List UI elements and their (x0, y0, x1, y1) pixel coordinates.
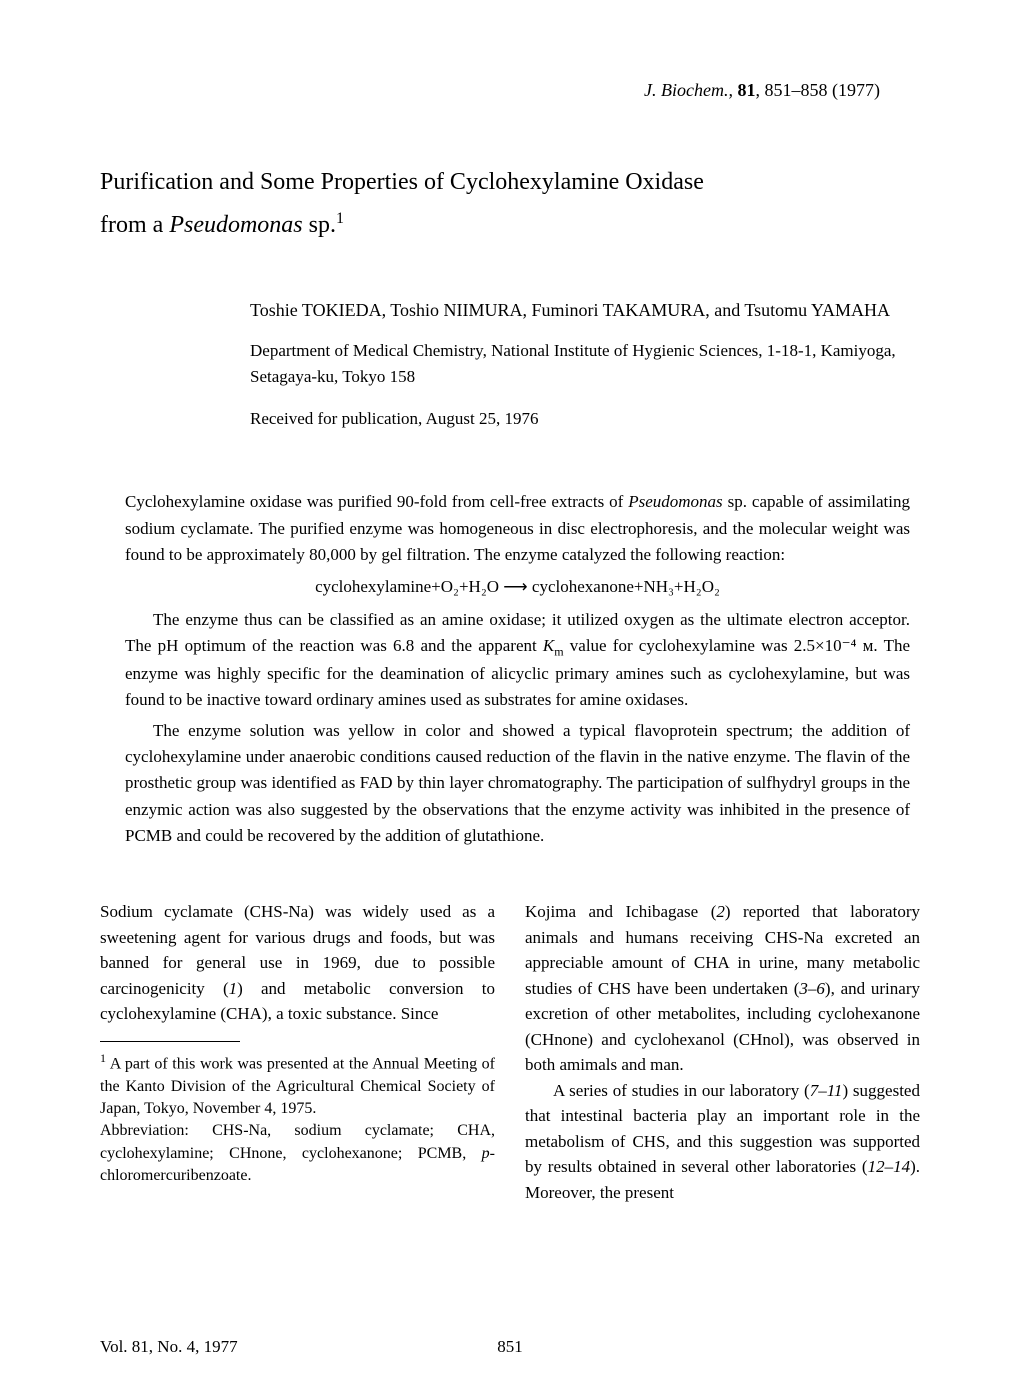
abstract: Cyclohexylamine oxidase was purified 90-… (100, 489, 920, 849)
ref-3-6: 3–6 (799, 979, 825, 998)
author-block: Toshie TOKIEDA, Toshio NIIMURA, Fuminori… (250, 297, 920, 429)
abstract-p3: The enzyme solution was yellow in color … (125, 718, 910, 850)
journal-volume: 81, (738, 80, 765, 100)
title-line-2-prefix: from a (100, 212, 169, 238)
title-line-2-suffix: sp. (303, 212, 336, 238)
page-footer: Vol. 81, No. 4, 1977 851 (100, 1337, 920, 1357)
body-col2-p1: Kojima and Ichibagase (2) reported that … (525, 899, 920, 1078)
left-column: Sodium cyclamate (CHS-Na) was widely use… (100, 899, 495, 1205)
body-col2-p2: A series of studies in our laboratory (7… (525, 1078, 920, 1206)
right-column: Kojima and Ichibagase (2) reported that … (525, 899, 920, 1205)
ref-2: 2 (716, 902, 725, 921)
body-col1-p1: Sodium cyclamate (CHS-Na) was widely use… (100, 899, 495, 1027)
abstract-p2: The enzyme thus can be classified as an … (125, 607, 910, 714)
article-title: Purification and Some Properties of Cycl… (100, 161, 920, 247)
abbreviations: Abbreviation: CHS-Na, sodium cyclamate; … (100, 1120, 495, 1187)
journal-name: J. Biochem., (644, 80, 733, 100)
body-columns: Sodium cyclamate (CHS-Na) was widely use… (100, 899, 920, 1205)
ref-7-11: 7–11 (810, 1081, 843, 1100)
ref-12-14: 12–14 (868, 1157, 911, 1176)
title-species: Pseudomonas (169, 212, 302, 238)
received-date: Received for publication, August 25, 197… (250, 409, 920, 429)
journal-reference: J. Biochem., 81, 851–858 (1977) (100, 80, 920, 101)
species-name: Pseudomonas (628, 492, 722, 511)
ref-1: 1 (229, 979, 238, 998)
title-footnote-mark: 1 (336, 210, 344, 227)
title-line-1: Purification and Some Properties of Cycl… (100, 169, 704, 195)
affiliation: Department of Medical Chemistry, Nationa… (250, 338, 920, 389)
journal-pages: 851–858 (1977) (765, 80, 881, 100)
page-number: 851 (497, 1337, 523, 1357)
reaction-equation: cyclohexylamine+O₂+H₂O ⟶ cyclohexanone+N… (125, 574, 910, 600)
footnote-rule (100, 1041, 240, 1042)
issue-info: Vol. 81, No. 4, 1977 (100, 1337, 238, 1357)
footnote-1: 1 A part of this work was presented at t… (100, 1050, 495, 1121)
authors: Toshie TOKIEDA, Toshio NIIMURA, Fuminori… (250, 297, 920, 324)
abstract-p1: Cyclohexylamine oxidase was purified 90-… (125, 489, 910, 568)
